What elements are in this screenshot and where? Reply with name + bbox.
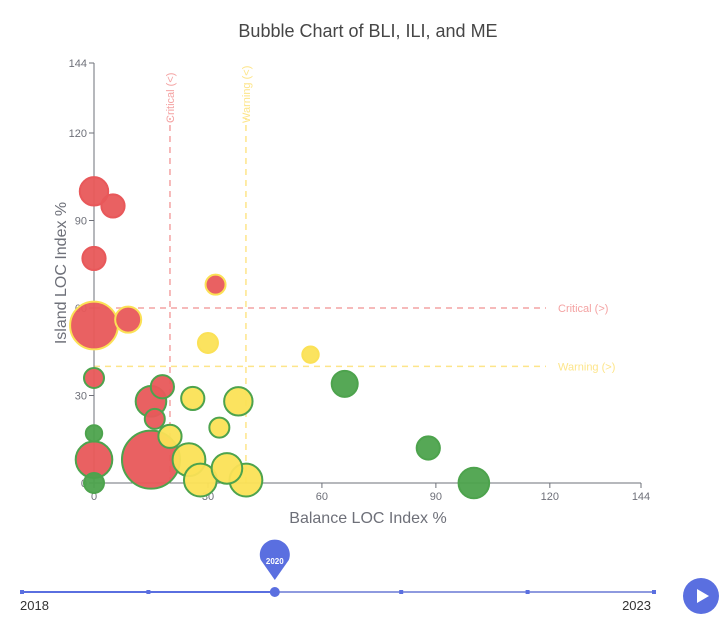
timeline-start-year: 2018 <box>20 598 49 613</box>
x-tick-label: 120 <box>541 491 559 503</box>
timeline-end-year: 2023 <box>622 598 651 613</box>
y-tick-label: 120 <box>69 128 87 140</box>
play-button[interactable] <box>683 578 719 614</box>
ref-line-label: Warning (<) <box>241 66 253 123</box>
bubble-point <box>415 435 441 461</box>
bubble-point <box>180 385 206 412</box>
bubble-point <box>84 424 104 443</box>
timeline-year-mark <box>525 590 530 594</box>
timeline-year-mark <box>399 590 404 594</box>
timeline-slider[interactable]: 2020 <box>20 539 656 597</box>
bubble-point <box>210 452 244 485</box>
chart-title: Bubble Chart of BLI, ILI, and ME <box>238 21 497 41</box>
x-tick-label: 144 <box>632 491 650 503</box>
timeline-year-mark <box>652 590 656 594</box>
bubble-point <box>100 193 126 219</box>
play-icon <box>697 589 709 603</box>
x-tick-label: 60 <box>316 491 328 503</box>
bubble-point <box>301 345 320 364</box>
bubble-point <box>83 472 105 494</box>
bubble-point <box>157 423 183 449</box>
timeline-pin <box>259 539 290 580</box>
y-axis-title: Island LOC Index % <box>53 202 70 344</box>
x-tick-label: 0 <box>91 491 97 503</box>
bubble-point <box>78 176 110 207</box>
bubble-point <box>208 416 231 439</box>
timeline-year-mark <box>20 590 24 594</box>
ref-line-label: Critical (<) <box>165 73 177 123</box>
bubble-point <box>114 305 143 334</box>
y-tick-label: 144 <box>69 58 87 70</box>
timeline-year-mark <box>146 590 151 594</box>
bubble-point <box>69 300 119 351</box>
y-tick-label: 30 <box>75 391 87 403</box>
bubble-point <box>196 332 219 354</box>
bubble-point <box>83 367 105 389</box>
x-axis-title: Balance LOC Index % <box>289 510 446 527</box>
bubbles <box>69 176 491 500</box>
reference-lines: Critical (<) Warning (<) Critical (>) Warni… <box>94 66 615 483</box>
timeline-handle <box>269 587 280 597</box>
bubble-point <box>81 245 107 272</box>
ref-line-label: Critical (>) <box>558 303 608 315</box>
bubble-point <box>223 386 254 417</box>
y-tick-label: 90 <box>75 216 87 228</box>
x-tick-label: 90 <box>430 491 442 503</box>
bubble-point <box>149 374 175 400</box>
timeline-current-year: 2020 <box>266 557 284 566</box>
bubble-point <box>143 407 166 430</box>
ref-line-label: Warning (>) <box>558 361 615 373</box>
bubble-point <box>204 273 227 296</box>
bubble-point <box>330 369 359 398</box>
bubble-point <box>457 466 491 500</box>
